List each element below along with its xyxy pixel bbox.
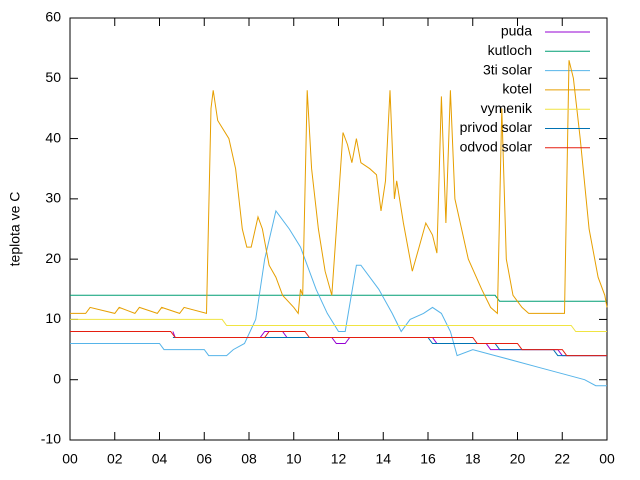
x-tick-label: 22 bbox=[554, 451, 570, 467]
y-tick-label: -10 bbox=[41, 431, 61, 447]
legend-label: 3ti solar bbox=[483, 61, 532, 77]
x-tick-label: 00 bbox=[62, 451, 78, 467]
legend-label: odvod solar bbox=[460, 139, 533, 155]
y-tick-label: 40 bbox=[45, 129, 61, 145]
series-line bbox=[172, 331, 607, 357]
x-tick-label: 12 bbox=[331, 451, 347, 467]
y-tick-label: 30 bbox=[45, 190, 61, 206]
series-line bbox=[172, 337, 607, 357]
x-tick-label: 16 bbox=[420, 451, 436, 467]
series-line bbox=[70, 318, 607, 332]
x-tick-label: 08 bbox=[241, 451, 257, 467]
x-tick-label: 20 bbox=[510, 451, 526, 467]
y-tick-label: 60 bbox=[45, 9, 61, 25]
y-tick-label: 0 bbox=[53, 370, 61, 386]
x-tick-label: 14 bbox=[375, 451, 391, 467]
legend-label: kutloch bbox=[488, 42, 532, 58]
series-line bbox=[70, 331, 607, 357]
x-tick-label: 06 bbox=[196, 451, 212, 467]
x-tick-label: 10 bbox=[286, 451, 302, 467]
x-tick-label: 18 bbox=[465, 451, 481, 467]
y-axis-label: teplota ve C bbox=[7, 192, 23, 267]
legend-label: puda bbox=[501, 23, 532, 39]
legend-label: vymenik bbox=[481, 100, 533, 116]
x-tick-label: 00 bbox=[599, 451, 615, 467]
x-tick-label: 04 bbox=[152, 451, 168, 467]
x-tick-label: 02 bbox=[107, 451, 123, 467]
legend-label: kotel bbox=[502, 81, 532, 97]
series-line bbox=[70, 294, 607, 302]
y-tick-label: 20 bbox=[45, 250, 61, 266]
y-tick-label: 50 bbox=[45, 69, 61, 85]
y-tick-label: 10 bbox=[45, 310, 61, 326]
series-line bbox=[70, 209, 607, 387]
series-line bbox=[70, 60, 608, 315]
legend-label: privod solar bbox=[460, 119, 533, 135]
